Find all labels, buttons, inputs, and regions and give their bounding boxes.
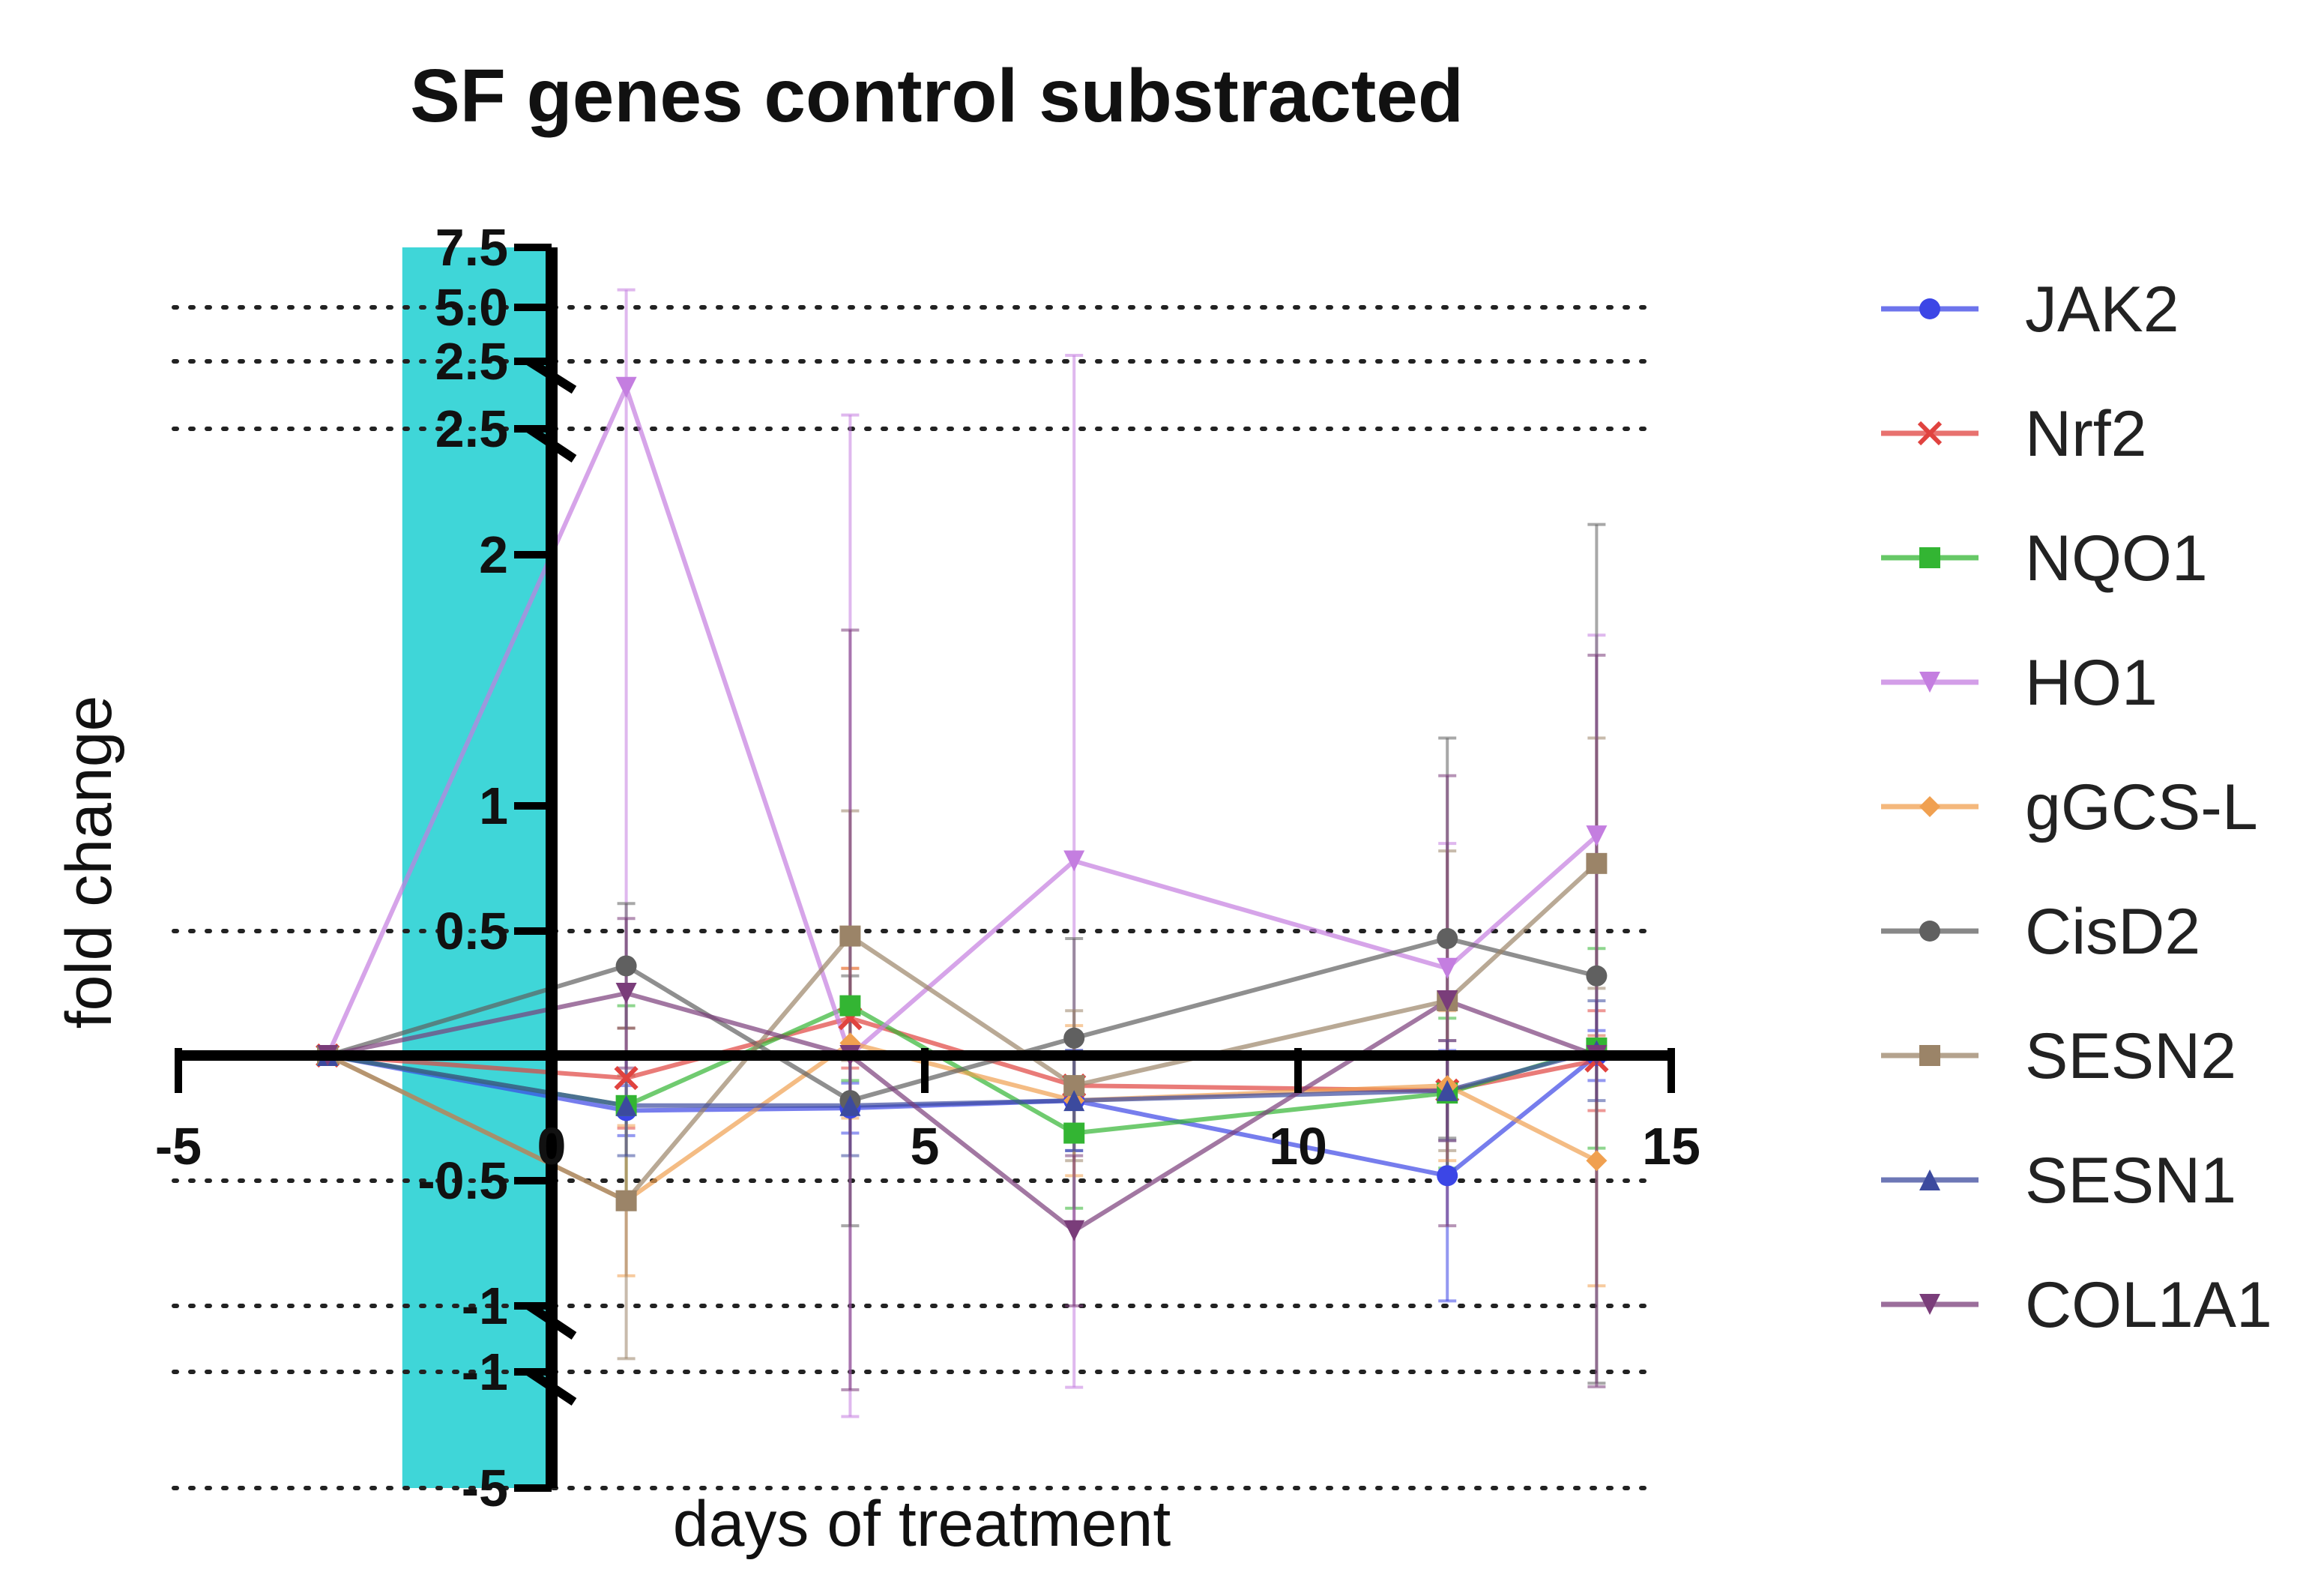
x-tick-label: 10 [1269, 1117, 1327, 1175]
data-point [1919, 1045, 1940, 1066]
x-tick-label: 0 [537, 1117, 567, 1175]
data-point [1437, 990, 1458, 1011]
y-tick-label: 2.5 [435, 332, 508, 391]
data-point [1063, 850, 1085, 872]
data-point [839, 995, 861, 1017]
legend-item-nrf2: Nrf2 [1881, 398, 2146, 470]
legend-label: COL1A1 [2025, 1269, 2272, 1341]
legend-label: NQO1 [2025, 523, 2208, 594]
x-tick-label: -5 [155, 1117, 202, 1175]
axis-break-mark [526, 1368, 577, 1406]
y-tick-label: -1 [462, 1277, 508, 1335]
series-line-cisd2 [327, 936, 1598, 1103]
data-point [615, 955, 637, 977]
error-bars [617, 288, 1606, 1418]
data-point [1919, 1294, 1940, 1315]
data-point [1919, 1169, 1940, 1190]
data-point [1586, 852, 1608, 874]
gridlines [172, 305, 1659, 1490]
data-point [1437, 927, 1458, 949]
data-point [1586, 965, 1608, 987]
data-point [1063, 1027, 1085, 1049]
y-tick-label: -1 [462, 1343, 508, 1401]
data-point [1919, 921, 1940, 942]
y-tick-label: -0.5 [417, 1151, 508, 1210]
data-point [1919, 796, 1940, 817]
legend-label: SESN1 [2025, 1145, 2236, 1217]
y-axis-label: fold change [53, 696, 125, 1029]
legend-label: HO1 [2025, 647, 2158, 719]
legend-item-ggcs-l: gGCS-L [1881, 771, 2258, 843]
data-point [1437, 1165, 1458, 1187]
x-axis: -5 0 5 10 15 [155, 1048, 1700, 1175]
data-point [615, 983, 637, 1004]
data-point [1437, 957, 1458, 979]
legend: JAK2 Nrf2 NQO1 HO1 gGCS-L CisD2 SESN2 SESN1 COL1… [1881, 274, 2272, 1341]
data-point [839, 925, 861, 947]
data-point [839, 1094, 861, 1116]
legend-label: SESN2 [2025, 1020, 2236, 1092]
legend-item-nqo1: NQO1 [1881, 523, 2208, 594]
series-line-sesn2 [326, 861, 1599, 1203]
legend-item-ho1: HO1 [1881, 647, 2158, 719]
legend-item-sesn2: SESN2 [1881, 1020, 2236, 1092]
legend-label: JAK2 [2025, 274, 2179, 346]
series-lines [325, 385, 1599, 1233]
x-tick-label: 5 [911, 1117, 940, 1175]
data-point [615, 1094, 637, 1116]
data-point [1917, 421, 1943, 446]
legend-item-sesn1: SESN1 [1881, 1145, 2236, 1217]
legend-label: CisD2 [2025, 896, 2200, 968]
axis-break-mark [526, 1302, 577, 1340]
legend-item-jak2: JAK2 [1881, 274, 2179, 346]
data-point [1586, 825, 1608, 847]
legend-item-col1a1: COL1A1 [1881, 1269, 2272, 1341]
y-tick-label: 1 [479, 777, 508, 835]
y-tick-label: 0.5 [435, 902, 508, 960]
data-point [1063, 1090, 1085, 1112]
legend-item-cisd2: CisD2 [1881, 896, 2200, 968]
data-point [1063, 1122, 1085, 1144]
legend-label: Nrf2 [2025, 398, 2146, 470]
data-point [614, 1065, 639, 1091]
y-tick-label: -5 [462, 1459, 508, 1517]
y-tick-label: 2.5 [435, 400, 508, 458]
series-line-col1a1 [327, 991, 1598, 1233]
series-line-sesn1 [327, 1048, 1598, 1108]
x-axis-label: days of treatment [673, 1488, 1171, 1560]
axis-break-mark [526, 425, 577, 463]
shaded-region [402, 247, 552, 1488]
chart-title: SF genes control substracted [410, 54, 1464, 138]
x-tick-label: 15 [1642, 1117, 1700, 1175]
data-point [1919, 298, 1940, 319]
data-point [1063, 1220, 1085, 1241]
y-tick-label: 2 [479, 526, 508, 584]
data-point [615, 376, 637, 398]
axis-break-mark [526, 357, 577, 394]
y-tick-label: 5.0 [435, 278, 508, 337]
data-point [1437, 1079, 1458, 1101]
data-point [1586, 1150, 1608, 1172]
legend-label: gGCS-L [2025, 771, 2258, 843]
data-point [615, 1190, 637, 1211]
data-point [1919, 547, 1940, 568]
y-tick-label: 7.5 [435, 218, 508, 277]
data-point [1919, 672, 1940, 693]
